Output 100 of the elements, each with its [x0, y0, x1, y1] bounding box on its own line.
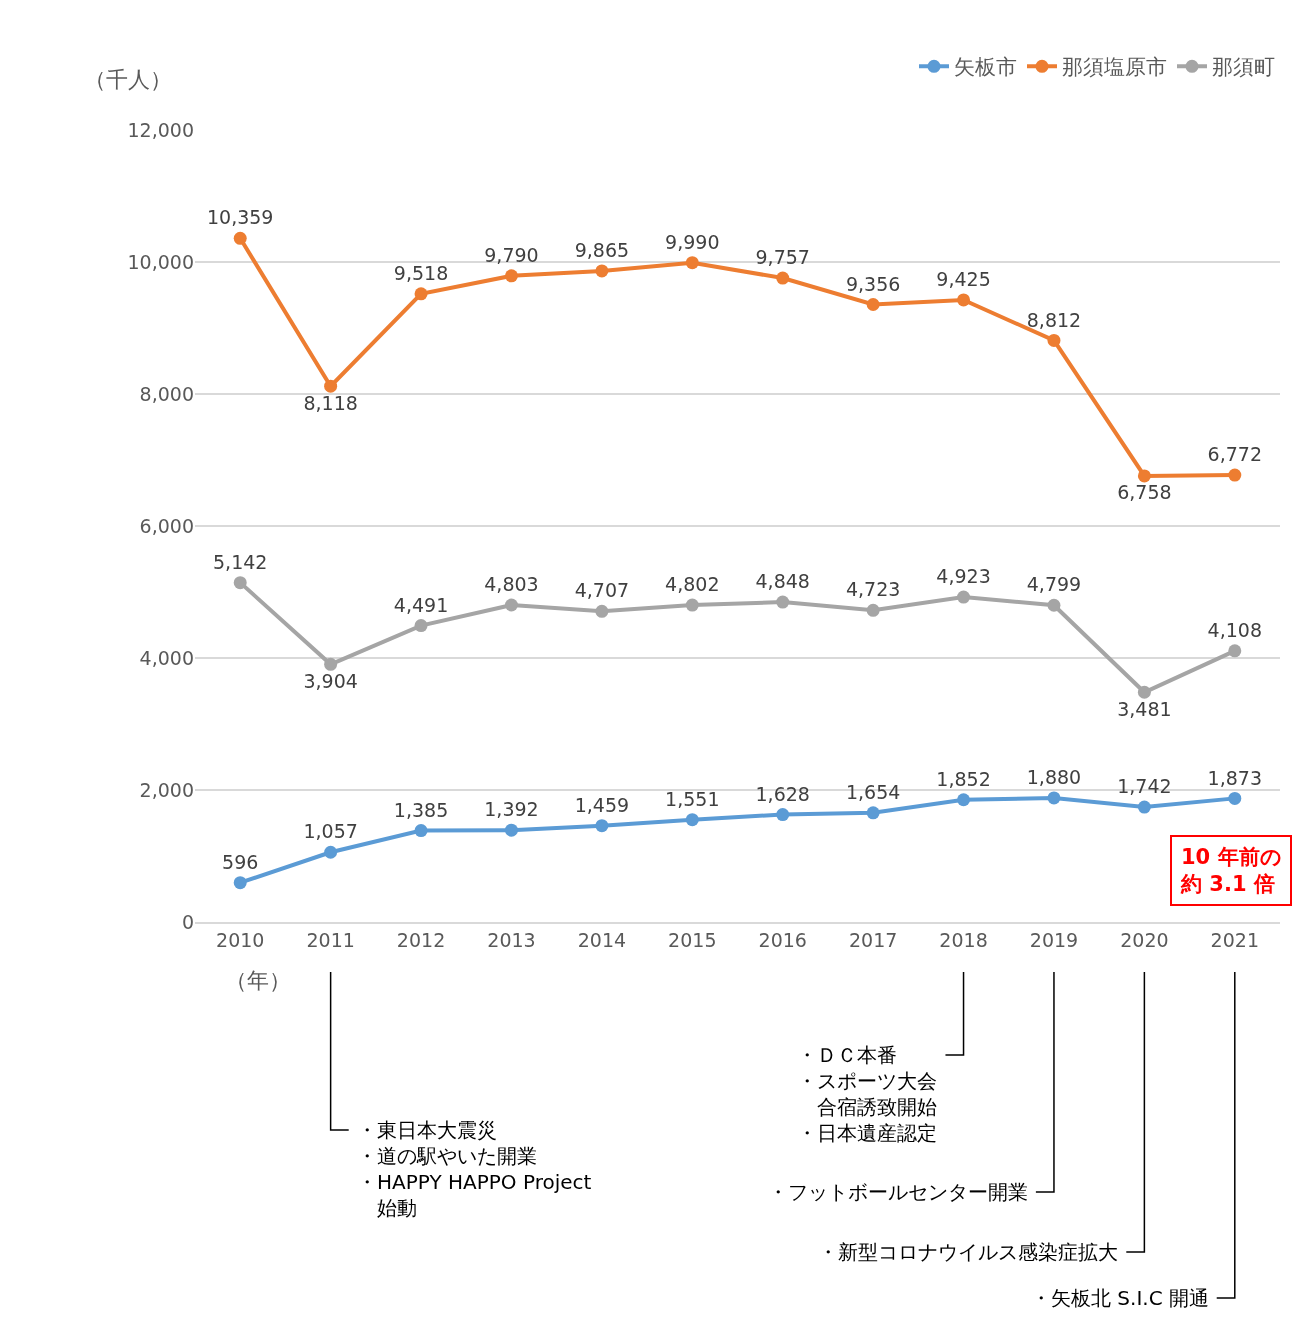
point [595, 264, 609, 278]
data-label: 1,551 [665, 787, 720, 810]
point [685, 598, 699, 612]
annotation: 約 3.1 倍 [1180, 872, 1275, 897]
data-label: 1,742 [1117, 775, 1172, 798]
point [1137, 469, 1151, 483]
point [866, 806, 880, 820]
point [324, 845, 338, 859]
point [414, 824, 428, 838]
point [866, 603, 880, 617]
point [414, 619, 428, 633]
point [957, 590, 971, 604]
point [1137, 800, 1151, 814]
data-label: 4,491 [393, 593, 449, 616]
legend-label: 矢板市 [954, 55, 1017, 80]
data-label: 4,848 [755, 570, 810, 593]
data-label: 1,392 [484, 798, 539, 821]
y-tick-label: 8,000 [139, 382, 194, 405]
data-label: 6,758 [1117, 481, 1172, 504]
point [1137, 685, 1151, 699]
y-tick-label: 10,000 [127, 250, 194, 273]
y-tick-label: 12,000 [127, 118, 194, 141]
x-tick-label: 2019 [1029, 928, 1079, 951]
data-label: 1,873 [1207, 766, 1262, 789]
data-label: 3,481 [1117, 697, 1172, 720]
data-label: 4,802 [665, 573, 720, 596]
x-tick-label: 2020 [1120, 928, 1169, 951]
text: 合宿誘致開始 [797, 1095, 937, 1119]
data-label: 1,654 [845, 780, 901, 803]
point [1228, 791, 1242, 805]
text: ・スポーツ大会 [797, 1069, 937, 1093]
text: ・道の駅やいた開業 [357, 1144, 537, 1168]
data-label: 1,459 [574, 793, 630, 816]
point [233, 576, 247, 590]
legend-label: 那須町 [1212, 55, 1275, 80]
point [685, 256, 699, 270]
x-tick-label: 2012 [396, 928, 446, 951]
text: ・ＤＣ本番 [797, 1043, 897, 1067]
point [1228, 468, 1242, 482]
x-tick-label: 2017 [848, 928, 898, 951]
point [595, 604, 609, 618]
point [324, 657, 338, 671]
point [866, 298, 880, 311]
legend-label: 那須塩原市 [1062, 55, 1167, 80]
data-label: 9,790 [484, 243, 539, 266]
point [233, 876, 247, 890]
data-label: 10,359 [206, 206, 274, 229]
point [957, 293, 971, 307]
text: ・新型コロナウイルス感染症拡大 [818, 1240, 1118, 1264]
point [685, 813, 699, 827]
data-label: 1,880 [1026, 766, 1082, 789]
x-tick-label: 2010 [216, 928, 265, 951]
y-tick-label: 6,000 [139, 514, 194, 537]
data-label: 5,142 [213, 550, 268, 573]
x-tick-label: 2021 [1210, 928, 1259, 951]
x-tick-label: 2014 [577, 928, 627, 951]
data-label: 9,425 [936, 268, 991, 291]
point [957, 793, 971, 807]
point [504, 598, 518, 612]
data-label: 4,803 [484, 573, 539, 596]
data-label: 1,852 [936, 767, 991, 790]
data-label: 1,385 [393, 798, 449, 821]
point [776, 808, 790, 822]
point [324, 379, 338, 393]
point [595, 819, 609, 833]
y-tick-label: 4,000 [139, 646, 194, 669]
data-label: 596 [222, 850, 259, 873]
x-tick-label: 2015 [668, 928, 717, 951]
x-axis-title: （年） [225, 968, 291, 993]
point [233, 231, 247, 245]
data-label: 6,772 [1207, 443, 1262, 466]
text: ・フットボールセンター開業 [768, 1180, 1028, 1204]
text: ・HAPPY HAPPO Project [357, 1170, 592, 1194]
data-label: 4,707 [574, 579, 630, 602]
data-label: 1,628 [755, 782, 810, 805]
x-tick-label: 2016 [758, 928, 807, 951]
x-tick-label: 2018 [939, 928, 988, 951]
text: 始動 [357, 1196, 417, 1220]
data-label: 9,757 [755, 246, 810, 269]
y-tick-label: 0 [181, 910, 194, 933]
data-label: 9,865 [574, 239, 630, 262]
data-label: 4,108 [1207, 618, 1262, 641]
point [504, 823, 518, 837]
point [1047, 598, 1061, 612]
data-label: 9,356 [845, 272, 901, 295]
text: ・矢板北 S.I.C 開通 [1031, 1286, 1209, 1310]
point [504, 269, 518, 283]
data-label: 9,518 [393, 261, 449, 284]
text: ・日本遺産認定 [797, 1121, 937, 1145]
data-label: 8,118 [303, 391, 358, 414]
annotation: 10 年前の [1181, 845, 1282, 869]
data-label: 9,990 [665, 230, 720, 253]
point [1228, 644, 1242, 658]
data-label: 1,057 [303, 820, 358, 843]
point [1047, 333, 1061, 347]
point [776, 595, 790, 609]
point [414, 287, 428, 301]
x-tick-label: 2011 [306, 928, 355, 951]
data-label: 4,923 [936, 565, 991, 588]
x-tick-label: 2013 [487, 928, 536, 951]
